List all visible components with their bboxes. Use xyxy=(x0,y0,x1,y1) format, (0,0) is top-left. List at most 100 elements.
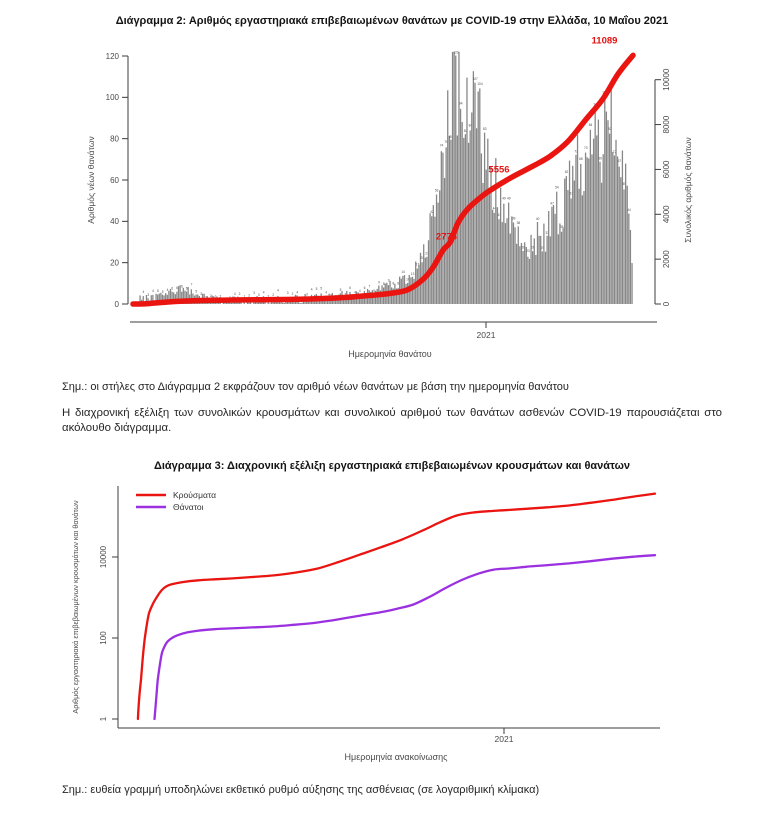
daily-deaths-bar xyxy=(559,223,561,304)
daily-deaths-bar xyxy=(282,302,284,304)
bar-value-label: 74 xyxy=(440,144,444,148)
daily-deaths-bar xyxy=(463,137,465,304)
daily-deaths-bar xyxy=(589,129,592,304)
bar-value-label: 53 xyxy=(435,188,439,192)
daily-deaths-bar xyxy=(499,187,502,304)
x-axis-title: Ημερομηνία θανάτου xyxy=(348,349,432,359)
daily-deaths-bar xyxy=(626,185,628,304)
daily-deaths-bar xyxy=(342,299,345,304)
body-paragraph: Η διαχρονική εξέλιξη των συνολικών κρουσ… xyxy=(62,407,722,434)
daily-deaths-bar xyxy=(610,82,612,304)
daily-deaths-bar xyxy=(612,151,614,304)
daily-deaths-bar xyxy=(629,230,632,304)
daily-deaths-bar xyxy=(511,216,513,304)
daily-deaths-bar xyxy=(508,202,510,304)
bar-value-label: 67 xyxy=(618,159,622,163)
bar-value-label: 1 xyxy=(243,294,245,298)
daily-deaths-bar xyxy=(551,206,553,304)
bar-value-label: 82 xyxy=(464,129,468,133)
daily-deaths-bar xyxy=(604,96,606,304)
left-axis-tick-label: 120 xyxy=(106,52,120,61)
daily-deaths-bar xyxy=(583,191,585,304)
daily-deaths-bar xyxy=(139,295,141,304)
daily-deaths-bar xyxy=(565,176,567,304)
bar-value-label: 35 xyxy=(560,225,564,229)
chart2-title: Διάγραμμα 2: Αριθμός εργαστηριακά επιβεβ… xyxy=(115,15,669,27)
right-axis-tick-label: 6000 xyxy=(662,160,671,178)
bar-value-label: 4 xyxy=(234,292,236,296)
daily-deaths-bar xyxy=(616,156,619,304)
daily-deaths-bar xyxy=(514,227,516,304)
daily-deaths-bar xyxy=(570,198,572,304)
bar-value-label: 76 xyxy=(445,140,449,144)
daily-deaths-bar xyxy=(564,178,566,304)
bar-value-label: 104 xyxy=(477,82,483,86)
bar-value-label: 82 xyxy=(608,127,612,131)
daily-deaths-bar xyxy=(152,294,154,304)
daily-deaths-bar xyxy=(596,135,598,304)
series-line-cases xyxy=(136,492,657,721)
bar-value-label: 7 xyxy=(191,282,193,286)
bar-value-label: 51 xyxy=(570,192,574,196)
daily-deaths-bar xyxy=(496,207,499,304)
daily-deaths-bar xyxy=(580,163,582,304)
daily-deaths-bar xyxy=(490,166,492,304)
daily-deaths-bar xyxy=(334,299,337,304)
daily-deaths-bar xyxy=(525,246,527,304)
bar-value-label: 25 xyxy=(541,246,545,250)
daily-deaths-bar xyxy=(185,291,188,304)
daily-deaths-bar xyxy=(600,182,603,304)
bar-value-label: 72 xyxy=(613,150,617,154)
bar-value-label: 83 xyxy=(483,127,487,131)
daily-deaths-bar xyxy=(527,256,529,304)
daily-deaths-bar xyxy=(613,155,616,304)
daily-deaths-bar xyxy=(516,243,518,304)
daily-deaths-bar xyxy=(169,288,172,304)
bar-value-label: 6 xyxy=(176,286,178,290)
daily-deaths-bar xyxy=(413,278,415,304)
daily-deaths-bar xyxy=(535,255,537,304)
bar-value-label: 107 xyxy=(472,77,478,81)
daily-deaths-bar xyxy=(190,289,192,304)
daily-deaths-bar xyxy=(290,300,292,304)
bar-value-label: 39 xyxy=(512,217,516,221)
daily-deaths-bar xyxy=(568,160,571,304)
bar-value-label: 84 xyxy=(469,123,473,127)
bar-value-label: 68 xyxy=(579,157,583,161)
daily-deaths-bar xyxy=(467,142,470,304)
bar-value-label: 4 xyxy=(359,289,361,293)
bar-value-label: 5 xyxy=(162,290,164,294)
bar-value-label: 2 xyxy=(215,295,217,299)
bar-value-label: 5 xyxy=(340,288,342,292)
daily-deaths-bar xyxy=(623,189,625,304)
bar-value-label: 4 xyxy=(311,287,313,291)
daily-deaths-bar xyxy=(543,223,545,304)
daily-deaths-bar xyxy=(187,286,189,304)
bar-value-label: 20 xyxy=(420,256,424,260)
daily-deaths-bar xyxy=(607,120,609,304)
daily-deaths-bar xyxy=(480,153,483,304)
left-axis-tick-label: 80 xyxy=(110,134,119,143)
y-axis-tick-label: 1 xyxy=(99,716,108,721)
chart3-note: Σημ.: ευθεία γραμμή υποδηλώνει εκθετικό … xyxy=(62,784,540,796)
y-axis-tick-label: 100 xyxy=(99,631,108,645)
daily-deaths-bar xyxy=(142,296,144,304)
daily-deaths-bar xyxy=(509,233,511,304)
daily-deaths-bar xyxy=(594,108,596,304)
bar-value-label: 41 xyxy=(497,213,501,217)
daily-deaths-bar xyxy=(352,297,354,304)
daily-deaths-bar xyxy=(365,293,367,304)
daily-deaths-bar xyxy=(628,213,630,304)
daily-deaths-bar xyxy=(182,287,184,304)
bar-value-label: 72 xyxy=(574,150,578,154)
bar-value-label: 6 xyxy=(186,287,188,291)
bar-value-label: 4 xyxy=(167,288,169,292)
daily-deaths-bar xyxy=(358,296,361,304)
daily-deaths-bar xyxy=(573,180,575,304)
left-axis-tick-label: 100 xyxy=(106,93,120,102)
bar-value-label: 84 xyxy=(589,123,593,127)
daily-deaths-bar xyxy=(181,291,183,304)
x-axis-tick-label: 2021 xyxy=(477,330,496,340)
daily-deaths-bar xyxy=(475,128,478,304)
daily-deaths-bar xyxy=(283,303,285,304)
